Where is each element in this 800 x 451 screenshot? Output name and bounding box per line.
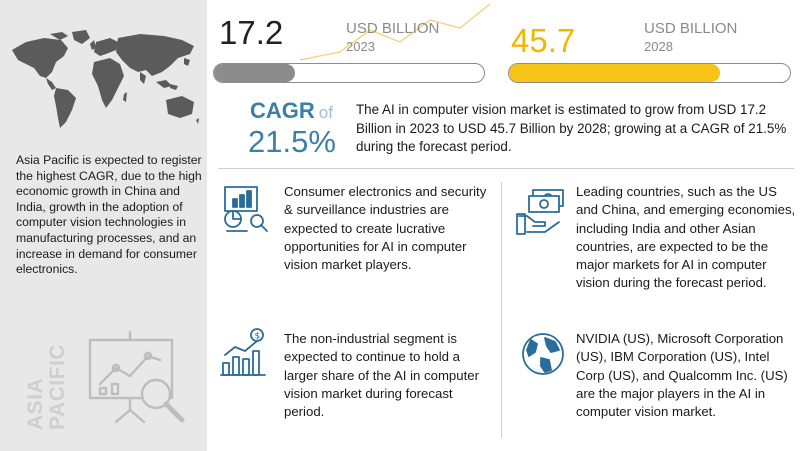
- money-hand-icon: [516, 189, 564, 235]
- region-label-line2: PACIFIC: [46, 344, 69, 430]
- left-panel: Asia Pacific is expected to register the…: [0, 0, 207, 451]
- growth-chart-icon: $: [220, 328, 266, 376]
- decorative-line-graph: [300, 3, 491, 61]
- forecast-year: 2028: [644, 39, 673, 54]
- cagr-of-text: of: [318, 103, 333, 122]
- cagr-value: 21.5%: [248, 124, 336, 159]
- current-progress-bar: [213, 63, 485, 83]
- region-description: Asia Pacific is expected to register the…: [16, 153, 202, 277]
- globe-icon: [522, 333, 564, 375]
- svg-text:$: $: [255, 332, 261, 342]
- market-summary: The AI in computer vision market is esti…: [356, 102, 787, 154]
- region-label-line1: ASIA: [24, 377, 47, 430]
- current-market-value: 17.2: [219, 14, 284, 51]
- presentation-board-icon: [88, 330, 185, 424]
- insight-industries: Consumer electronics and security & surv…: [284, 184, 487, 273]
- current-year: 2023: [346, 39, 375, 54]
- insight-segment: The non-industrial segment is expected t…: [284, 331, 479, 420]
- cagr-label: CAGR of: [250, 98, 333, 124]
- forecast-progress-fill: [509, 64, 720, 82]
- insight-key-players: NVIDIA (US), Microsoft Corporation (US),…: [576, 331, 788, 420]
- analytics-icon: [224, 186, 268, 232]
- current-unit: USD BILLION: [346, 20, 440, 37]
- cagr-label-text: CAGR: [250, 98, 315, 123]
- world-map-icon: [12, 30, 199, 128]
- insight-countries: Leading countries, such as the US and Ch…: [576, 184, 796, 291]
- region-label: ASIA PACIFIC: [24, 332, 76, 432]
- forecast-progress-bar: [508, 63, 791, 83]
- forecast-unit: USD BILLION: [644, 20, 738, 37]
- vertical-divider: [501, 182, 502, 438]
- forecast-market-value: 45.7: [511, 22, 576, 59]
- current-progress-fill: [214, 64, 295, 82]
- horizontal-divider: [218, 168, 794, 169]
